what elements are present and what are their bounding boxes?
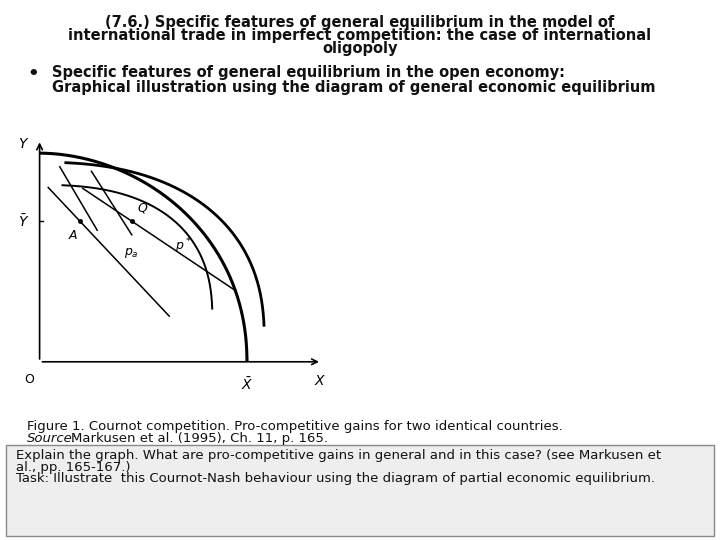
Text: Task: Illustrate  this Cournot-Nash behaviour using the diagram of partial econo: Task: Illustrate this Cournot-Nash behav…: [16, 472, 655, 485]
Text: oligopoly: oligopoly: [323, 41, 397, 56]
Text: Figure 1. Cournot competition. Pro-competitive gains for two identical countries: Figure 1. Cournot competition. Pro-compe…: [27, 420, 563, 433]
Text: $\bar{Y}$: $\bar{Y}$: [18, 213, 30, 230]
Text: $p_a$: $p_a$: [125, 246, 139, 260]
Text: A: A: [68, 229, 77, 242]
Text: al., pp. 165-167.): al., pp. 165-167.): [16, 461, 130, 474]
Text: Graphical illustration using the diagram of general economic equilibrium: Graphical illustration using the diagram…: [52, 80, 655, 95]
Text: Explain the graph. What are pro-competitive gains in general and in this case? (: Explain the graph. What are pro-competit…: [16, 449, 661, 462]
Text: Y: Y: [18, 137, 27, 151]
Text: Markusen et al. (1995), Ch. 11, p. 165.: Markusen et al. (1995), Ch. 11, p. 165.: [71, 432, 328, 445]
Text: Specific features of general equilibrium in the open economy:: Specific features of general equilibrium…: [52, 65, 565, 80]
Text: (7.6.) Specific features of general equilibrium in the model of: (7.6.) Specific features of general equi…: [105, 15, 615, 30]
FancyBboxPatch shape: [6, 445, 714, 536]
Text: Q: Q: [138, 201, 148, 214]
Text: Source:: Source:: [27, 432, 78, 445]
Text: •: •: [27, 65, 39, 83]
Text: $p^*$: $p^*$: [176, 237, 192, 256]
Text: international trade in imperfect competition: the case of international: international trade in imperfect competi…: [68, 28, 652, 43]
Text: X: X: [314, 374, 324, 388]
Text: O: O: [24, 373, 35, 386]
Text: $\bar{X}$: $\bar{X}$: [240, 376, 253, 393]
